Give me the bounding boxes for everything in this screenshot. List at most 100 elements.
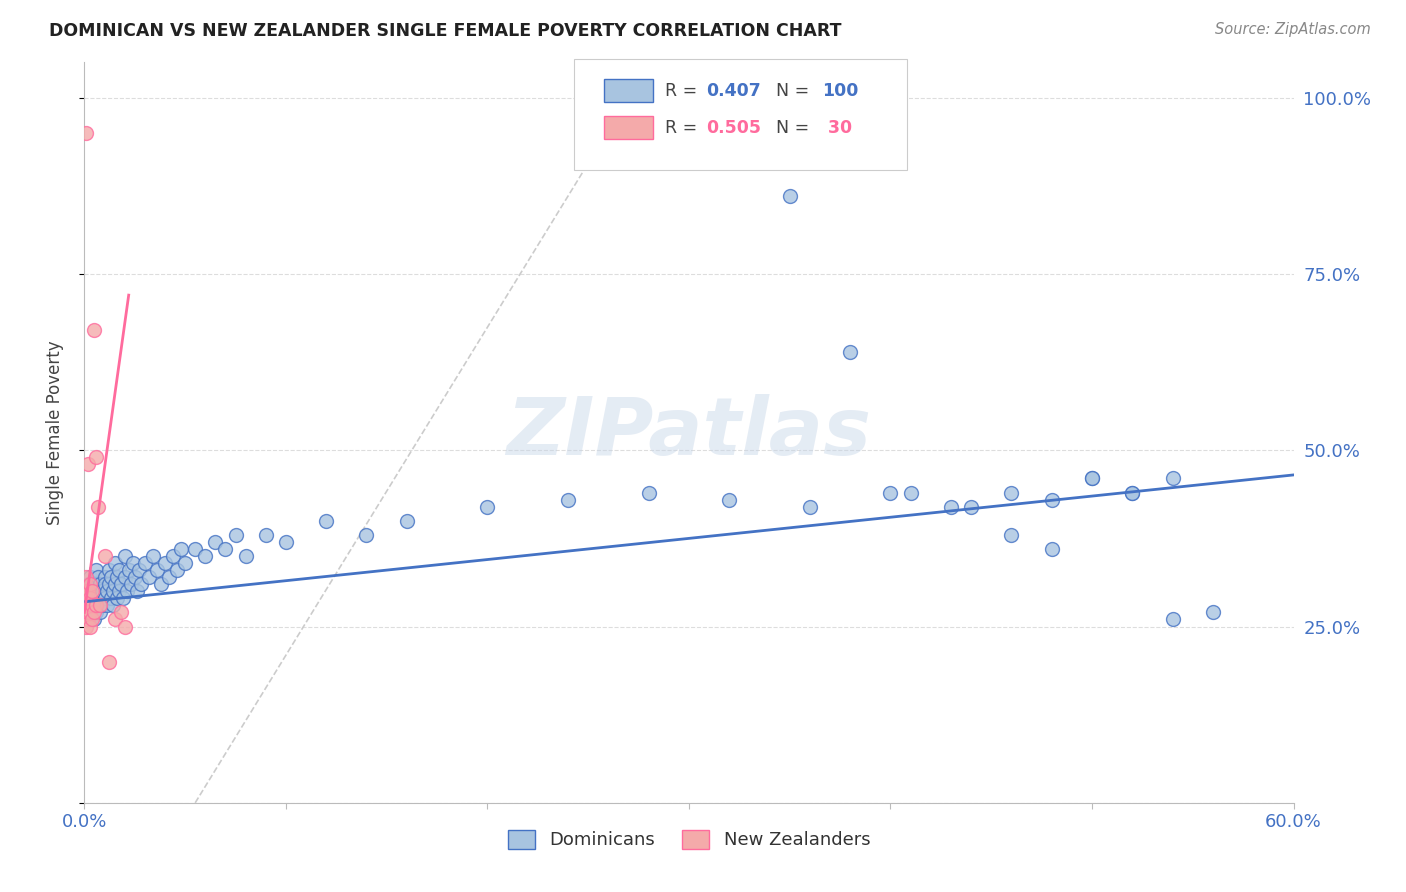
Point [100, 591, 122, 606]
Point [89, 606, 111, 620]
Point [153, 556, 176, 570]
Point [77, 458, 100, 472]
Point [93, 570, 115, 584]
Point [87, 599, 110, 613]
Point [96, 599, 118, 613]
Point [77, 606, 100, 620]
Point [91, 584, 114, 599]
Point [477, 500, 499, 514]
Point [104, 612, 127, 626]
Point [939, 500, 962, 514]
Point [75, 599, 97, 613]
Point [77, 599, 100, 613]
Point [114, 549, 136, 563]
Text: N =: N = [776, 119, 810, 136]
Point [114, 619, 136, 633]
Point [89, 591, 111, 606]
Point [1161, 471, 1184, 485]
Point [93, 591, 115, 606]
Text: ZIPatlas: ZIPatlas [506, 393, 872, 472]
Point [105, 570, 128, 584]
Point [1040, 492, 1063, 507]
Point [110, 606, 132, 620]
Point [97, 563, 120, 577]
Point [75, 584, 97, 599]
Point [149, 577, 172, 591]
Point [86, 450, 108, 465]
Text: R =: R = [665, 119, 703, 136]
Point [637, 485, 659, 500]
Point [86, 599, 108, 613]
Point [235, 549, 257, 563]
Point [395, 514, 418, 528]
Point [107, 563, 129, 577]
Point [1121, 485, 1143, 500]
Point [77, 577, 100, 591]
FancyBboxPatch shape [605, 78, 652, 103]
Point [124, 570, 146, 584]
Point [225, 528, 247, 542]
Point [146, 563, 169, 577]
Point [194, 549, 217, 563]
Point [83, 584, 105, 599]
Point [75, 606, 97, 620]
Point [129, 577, 152, 591]
Point [89, 599, 111, 613]
Point [79, 606, 101, 620]
Point [839, 344, 862, 359]
Point [77, 584, 100, 599]
Point [110, 577, 132, 591]
Point [86, 577, 108, 591]
Point [83, 606, 105, 620]
Point [1202, 606, 1225, 620]
Point [315, 514, 337, 528]
Point [77, 606, 100, 620]
Point [104, 577, 127, 591]
Point [1000, 528, 1022, 542]
Point [1081, 471, 1104, 485]
Text: 0.505: 0.505 [706, 119, 761, 136]
Text: DOMINICAN VS NEW ZEALANDER SINGLE FEMALE POVERTY CORRELATION CHART: DOMINICAN VS NEW ZEALANDER SINGLE FEMALE… [49, 22, 842, 40]
Point [75, 619, 97, 633]
Point [162, 549, 184, 563]
Point [79, 599, 101, 613]
Point [86, 563, 108, 577]
Point [75, 570, 97, 584]
Point [101, 599, 124, 613]
Point [93, 577, 115, 591]
Point [86, 591, 108, 606]
Point [107, 584, 129, 599]
Point [86, 606, 108, 620]
Point [779, 189, 801, 203]
Point [79, 612, 101, 626]
Point [170, 541, 193, 556]
Point [82, 591, 104, 606]
Point [97, 655, 120, 669]
Point [87, 584, 110, 599]
Point [900, 485, 922, 500]
Point [120, 577, 142, 591]
Point [128, 563, 150, 577]
Point [79, 619, 101, 633]
Text: Source: ZipAtlas.com: Source: ZipAtlas.com [1215, 22, 1371, 37]
Point [157, 570, 180, 584]
Point [75, 612, 97, 626]
Legend: Dominicans, New Zealanders: Dominicans, New Zealanders [501, 823, 877, 856]
Point [93, 549, 115, 563]
Point [1000, 485, 1022, 500]
FancyBboxPatch shape [605, 116, 652, 139]
Point [105, 591, 128, 606]
Point [356, 528, 378, 542]
Point [214, 541, 236, 556]
Point [1081, 471, 1104, 485]
Point [89, 577, 111, 591]
Point [87, 570, 110, 584]
Point [557, 492, 579, 507]
Point [121, 556, 143, 570]
Point [166, 563, 188, 577]
Point [79, 577, 101, 591]
Point [77, 612, 100, 626]
Point [138, 570, 160, 584]
Point [134, 556, 156, 570]
Point [114, 570, 136, 584]
